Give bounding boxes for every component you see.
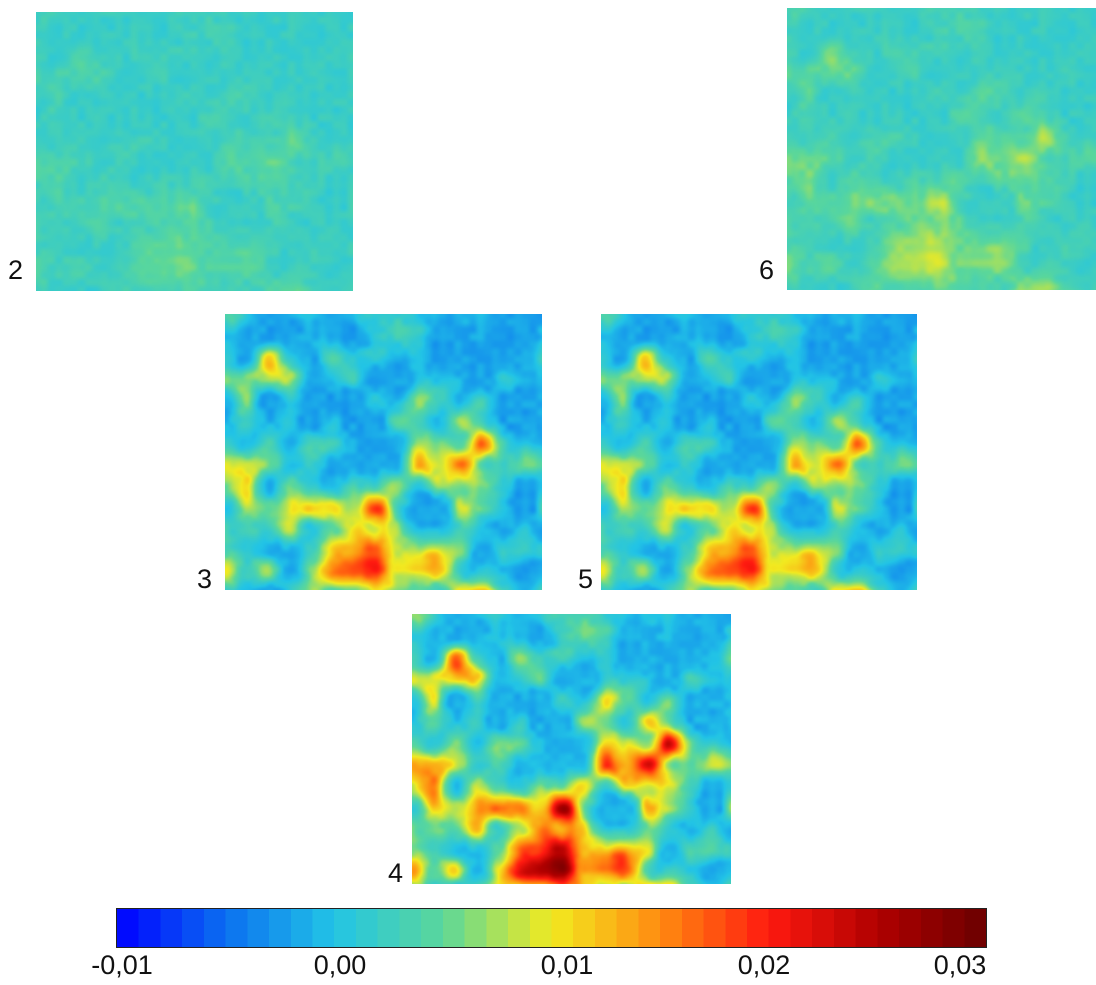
panel-label-4: 4 xyxy=(388,858,404,888)
field-image-5 xyxy=(601,314,917,590)
colorbar xyxy=(116,908,987,948)
field-image-6 xyxy=(787,8,1096,290)
panel-label-2: 2 xyxy=(8,255,24,285)
field-image-4 xyxy=(412,614,731,884)
colorbar-tick-label: -0,01 xyxy=(91,950,153,980)
panel-label-6: 6 xyxy=(759,255,775,285)
colorbar-tick-label: 0,00 xyxy=(313,950,367,980)
panel-label-3: 3 xyxy=(197,564,213,594)
field-image-3 xyxy=(225,314,542,590)
panel-label-5: 5 xyxy=(578,564,594,594)
colorbar-tick-label: 0,01 xyxy=(540,950,594,980)
field-image-2 xyxy=(36,12,353,291)
colorbar-tick-label: 0,02 xyxy=(737,950,791,980)
colorbar-tick-label: 0,03 xyxy=(933,950,987,980)
